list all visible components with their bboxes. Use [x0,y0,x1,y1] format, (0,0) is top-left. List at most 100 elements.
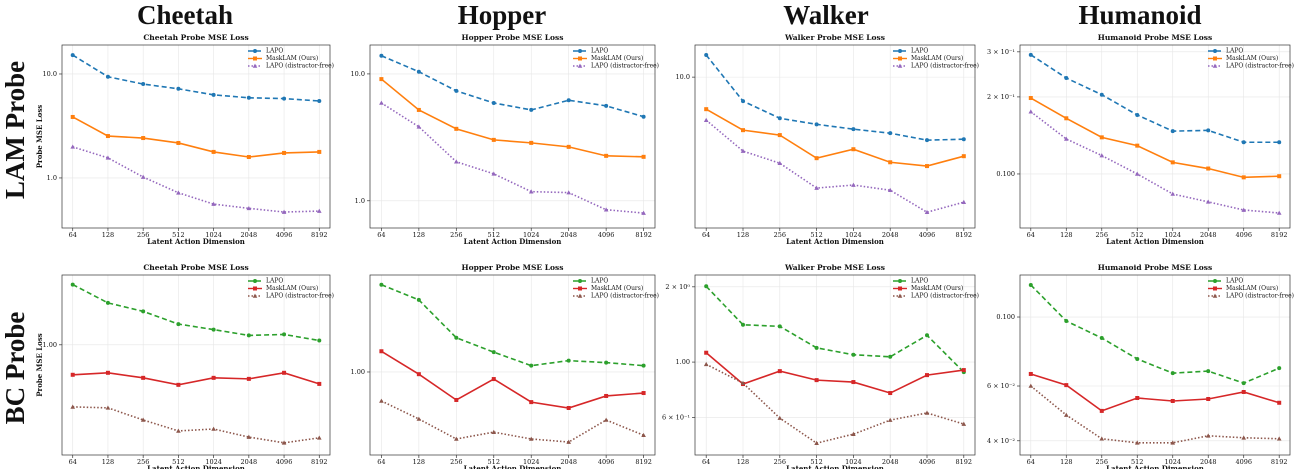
x-axis-label: Latent Action Dimension [1106,237,1204,246]
marker [814,378,819,383]
marker [851,431,856,436]
marker [1170,129,1175,134]
marker [566,406,571,411]
marker [379,398,384,403]
marker [898,279,902,283]
x-tick-label: 256 [450,458,462,466]
marker [282,332,287,337]
marker [898,49,902,53]
x-tick-label: 512 [172,458,184,466]
marker [379,349,384,354]
marker [1028,109,1034,114]
marker [924,410,930,415]
series-line [72,371,320,386]
marker [961,421,967,426]
legend-label: MaskLAM (Ours) [911,55,963,62]
marker [1063,412,1069,417]
marker [70,372,75,377]
marker [1206,128,1211,133]
marker [253,286,257,291]
marker [70,404,76,409]
marker [925,138,929,143]
marker [777,324,782,329]
legend-label: LAPO [911,48,928,55]
marker [1213,286,1217,291]
y-tick-label: 0.100 [996,170,1015,178]
marker [1064,318,1069,323]
marker [741,99,745,104]
marker [454,436,459,441]
marker [1213,56,1217,61]
marker [491,350,496,355]
x-tick-label: 1024 [1164,231,1181,239]
marker [1099,92,1104,97]
marker [141,82,146,87]
marker [1064,116,1069,121]
row-title: LAM Probe [0,61,30,199]
x-tick-label: 8192 [956,458,973,466]
series-line [72,54,320,102]
marker [814,440,819,445]
legend-label: LAPO (distractor-free) [591,63,659,70]
marker [491,171,497,176]
x-tick-label: 2048 [241,231,258,239]
marker [961,137,966,142]
marker [1170,160,1175,165]
marker [282,370,287,375]
plot-title: Humanoid Probe MSE Loss [1098,33,1212,42]
marker [1170,191,1176,196]
series-line [1030,97,1280,179]
column-title: Humanoid [1078,0,1201,30]
x-tick-label: 2048 [882,458,899,466]
marker [105,155,111,160]
marker [1213,49,1217,53]
plot-frame [61,44,331,229]
marker [1277,400,1282,405]
legend-label: MaskLAM (Ours) [266,285,318,292]
legend-label: LAPO [266,278,283,285]
marker [777,160,783,166]
marker [491,377,496,382]
series-line [72,406,320,444]
marker [888,391,893,396]
column-title: Walker [783,0,869,30]
marker [777,116,782,121]
column-title: Cheetah [137,0,233,30]
legend-label: LAPO [266,48,283,55]
marker [105,405,111,410]
x-tick-label: 64 [702,458,710,466]
marker [529,400,534,405]
marker [777,369,782,374]
legend-label: LAPO (distractor-free) [1226,293,1294,300]
y-tick-label: 1.00 [676,358,690,366]
marker [1241,207,1247,212]
marker [105,134,110,139]
legend-label: LAPO [1226,278,1243,285]
x-tick-label: 2048 [1200,231,1217,239]
marker [704,107,709,112]
marker [641,114,646,119]
marker [925,373,929,378]
marker [578,279,582,283]
marker [379,282,384,287]
marker [704,284,709,289]
plot-frame [61,274,331,456]
x-tick-label: 256 [1096,458,1108,466]
marker [416,297,421,302]
marker [566,358,571,363]
marker [898,286,902,291]
legend-label: MaskLAM (Ours) [1226,55,1278,62]
legend-label: MaskLAM (Ours) [911,285,963,292]
y-tick-label: 6 × 10⁻² [987,382,1015,390]
marker [176,190,181,195]
marker [211,375,216,380]
marker [1206,166,1211,171]
marker [281,440,287,445]
marker [317,338,322,343]
marker [1099,436,1105,441]
plot-title: Walker Probe MSE Loss [784,263,885,272]
marker [566,190,571,195]
marker [1205,433,1211,438]
marker [316,208,322,213]
x-tick-label: 64 [1027,231,1035,239]
